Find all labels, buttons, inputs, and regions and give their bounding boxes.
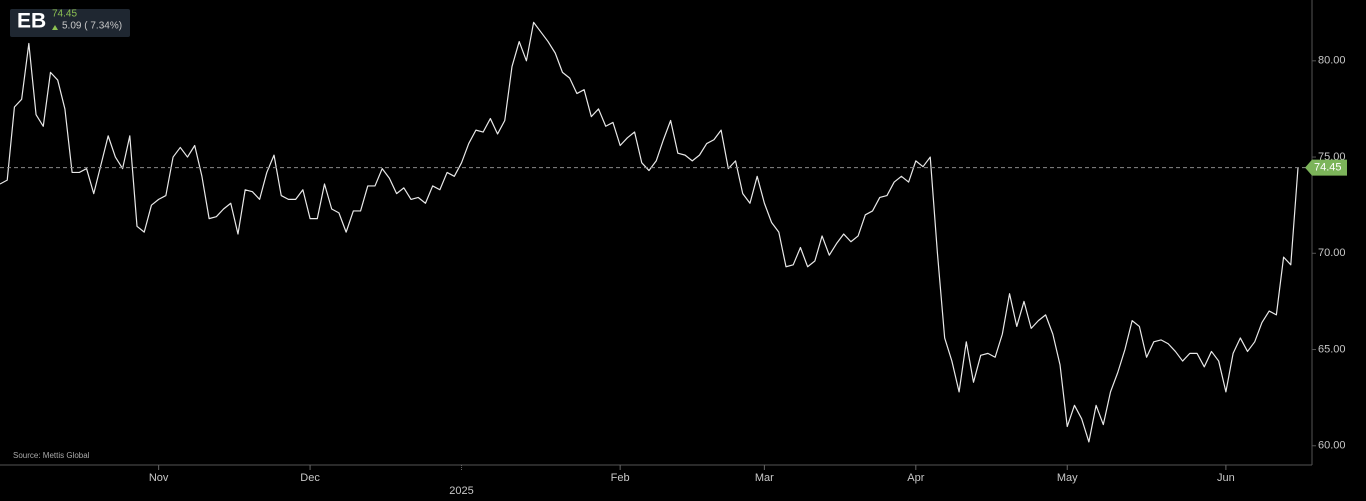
x-tick-label: 2025 — [449, 485, 473, 497]
up-arrow — [52, 25, 58, 30]
x-tick-label: Apr — [907, 472, 924, 484]
y-tick-label: 80.00 — [1318, 55, 1346, 67]
source: Source: Mettis Global — [13, 451, 90, 460]
price-line — [0, 21, 1299, 443]
x-tick-label: May — [1057, 472, 1078, 484]
x-tick-label: Jun — [1217, 472, 1235, 484]
last-price-label: 74.45 — [1314, 162, 1342, 174]
x-tick-label: Mar — [755, 472, 774, 484]
x-tick-label: Dec — [300, 472, 320, 484]
x-tick-label: Feb — [611, 472, 630, 484]
y-tick-label: 65.00 — [1318, 343, 1346, 355]
last-price: 74.45 — [52, 9, 77, 20]
ticker: EB — [17, 10, 46, 33]
last-price-tag — [1305, 159, 1347, 176]
x-tick-label: Nov — [149, 472, 169, 484]
y-tick-label: 70.00 — [1318, 247, 1346, 259]
price-change: 5.09 ( 7.34%) — [62, 21, 122, 32]
y-tick-label: 60.00 — [1318, 440, 1346, 452]
ticker-box — [10, 9, 130, 37]
